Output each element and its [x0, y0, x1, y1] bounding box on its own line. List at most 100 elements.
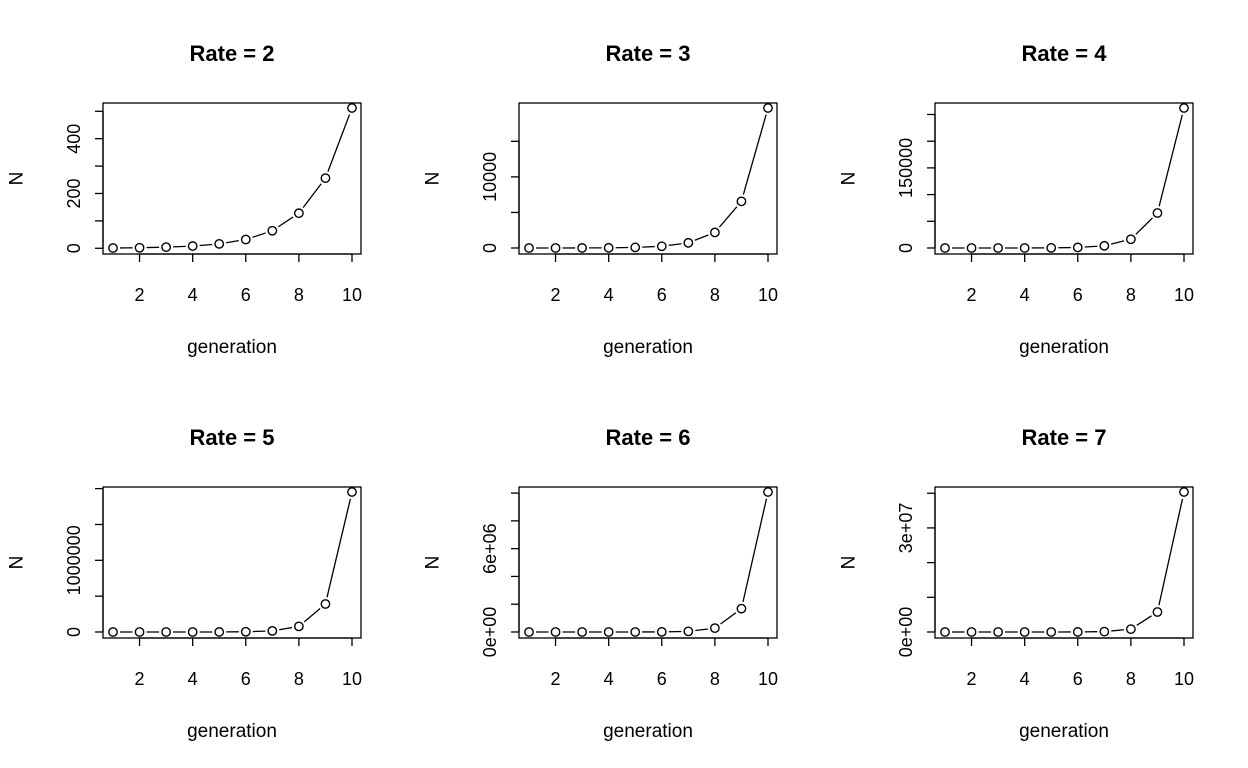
x-axis-label: generation	[187, 337, 277, 358]
chart-title: Rate = 2	[190, 41, 275, 66]
y-tick-label: 6e+06	[480, 523, 500, 574]
data-point	[214, 238, 225, 249]
x-tick-label: 8	[710, 669, 720, 689]
data-point	[577, 627, 588, 637]
panel-rate-5: Rate = 5 2 4 6 8 10 0 1000000 generation N	[7, 425, 363, 742]
plot-frame	[102, 486, 362, 639]
series-line-segment	[226, 240, 239, 244]
x-tick-label: 8	[1126, 669, 1136, 689]
data-point	[1179, 487, 1189, 497]
data-point	[1019, 627, 1030, 637]
x-tick-label: 10	[1174, 669, 1194, 689]
series-line-segment	[694, 234, 709, 241]
series-line-segment	[199, 243, 213, 247]
data-point	[267, 625, 278, 636]
x-tick-label: 6	[1073, 669, 1083, 689]
data-point	[293, 208, 304, 219]
y-axis-label: N	[7, 172, 28, 186]
x-tick-label: 8	[294, 285, 304, 305]
data-point	[966, 627, 977, 637]
x-tick-label: 4	[604, 669, 614, 689]
series-line-segment	[742, 498, 768, 602]
x-tick-label: 10	[758, 669, 778, 689]
y-axis-label: N	[423, 172, 444, 186]
data-point	[630, 242, 641, 253]
data-point	[603, 627, 614, 637]
panel-rate-3: Rate = 3 2 4 6 8 10 0 10000 generation N	[423, 41, 779, 358]
chart-title: Rate = 6	[606, 425, 691, 450]
data-point	[108, 627, 118, 637]
data-point	[1019, 243, 1030, 253]
data-point	[347, 487, 357, 497]
data-point	[940, 243, 950, 253]
x-tick-label: 2	[135, 669, 145, 689]
chart-title: Rate = 5	[190, 425, 275, 450]
x-tick-label: 2	[135, 285, 145, 305]
series-line-segment	[1158, 498, 1184, 606]
data-point	[214, 627, 225, 637]
data-point	[1125, 624, 1136, 635]
series-line-segment	[695, 628, 709, 632]
series-line-segment	[668, 243, 682, 247]
data-point	[1152, 607, 1163, 617]
x-tick-label: 8	[710, 285, 720, 305]
data-point	[603, 242, 614, 253]
x-tick-label: 4	[1020, 669, 1030, 689]
x-tick-label: 10	[342, 285, 362, 305]
data-point	[763, 103, 773, 113]
data-point	[1046, 242, 1057, 253]
data-point	[966, 243, 977, 253]
data-point	[161, 627, 172, 637]
y-tick-label: 0e+00	[896, 607, 916, 658]
data-point	[161, 242, 172, 253]
x-tick-label: 6	[657, 285, 667, 305]
series-line-segment	[303, 608, 321, 623]
x-tick-label: 8	[294, 669, 304, 689]
data-point	[656, 241, 667, 252]
data-point	[1099, 240, 1110, 251]
x-tick-label: 6	[241, 669, 251, 689]
series-line-segment	[1158, 114, 1183, 207]
x-axis-label: generation	[187, 721, 277, 742]
y-tick-label: 200	[64, 178, 84, 208]
x-axis-label: generation	[1019, 337, 1109, 358]
data-point	[1152, 208, 1163, 218]
data-point	[550, 627, 561, 637]
y-tick-label: 1000000	[64, 525, 84, 595]
data-point	[240, 234, 251, 245]
y-tick-label: 0	[896, 243, 916, 253]
data-point	[709, 227, 720, 238]
x-tick-label: 8	[1126, 285, 1136, 305]
data-point	[134, 627, 145, 637]
x-axis-label: generation	[603, 337, 693, 358]
x-tick-label: 10	[758, 285, 778, 305]
data-point	[267, 225, 278, 236]
x-tick-label: 4	[1020, 285, 1030, 305]
data-point	[1125, 234, 1136, 245]
chart-title: Rate = 7	[1022, 425, 1107, 450]
x-tick-label: 4	[188, 285, 198, 305]
panel-rate-7: Rate = 7 2 4 6 8 10 0e+00 3e+07 generation N	[839, 425, 1195, 742]
data-point	[1072, 627, 1083, 637]
data-point	[1046, 627, 1057, 637]
data-point	[656, 626, 667, 637]
data-point	[240, 626, 251, 637]
data-point	[736, 603, 747, 614]
y-tick-label: 10000	[480, 152, 500, 202]
data-point	[347, 103, 357, 113]
data-point	[1179, 103, 1189, 113]
y-tick-label: 0	[64, 627, 84, 637]
data-point	[320, 173, 331, 184]
data-point	[736, 196, 747, 207]
plot-frame	[934, 102, 1194, 255]
series-line-segment	[277, 216, 294, 228]
data-point	[550, 243, 561, 253]
y-tick-label: 3e+07	[896, 503, 916, 554]
series-line-segment	[742, 114, 767, 195]
series-line-segment	[326, 498, 352, 598]
x-tick-label: 2	[967, 285, 977, 305]
x-tick-label: 10	[342, 669, 362, 689]
chart-title: Rate = 4	[1022, 41, 1108, 66]
y-axis-label: N	[423, 556, 444, 570]
series-line-segment	[718, 206, 738, 228]
